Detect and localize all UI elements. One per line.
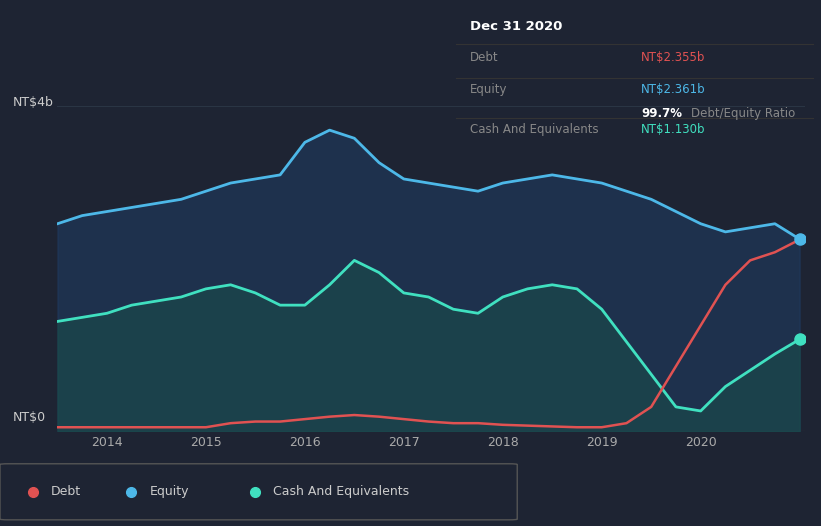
Text: Debt: Debt (51, 485, 81, 498)
Text: Debt/Equity Ratio: Debt/Equity Ratio (691, 107, 796, 120)
Text: NT$2.355b: NT$2.355b (641, 51, 706, 64)
Text: Debt: Debt (470, 51, 498, 64)
Text: Cash And Equivalents: Cash And Equivalents (273, 485, 409, 498)
Text: Equity: Equity (470, 83, 507, 96)
Text: Dec 31 2020: Dec 31 2020 (470, 20, 562, 33)
Text: Equity: Equity (149, 485, 189, 498)
Text: Cash And Equivalents: Cash And Equivalents (470, 123, 599, 136)
Text: NT$0: NT$0 (12, 411, 46, 424)
Text: 99.7%: 99.7% (641, 107, 682, 120)
Text: NT$4b: NT$4b (12, 96, 53, 109)
Text: NT$2.361b: NT$2.361b (641, 83, 706, 96)
Text: NT$1.130b: NT$1.130b (641, 123, 706, 136)
